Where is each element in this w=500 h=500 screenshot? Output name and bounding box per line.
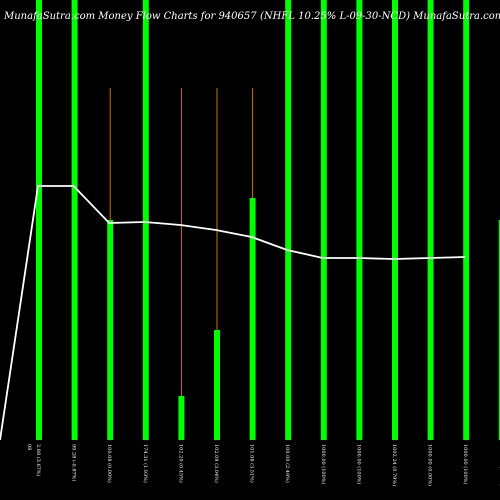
x-tick-label: 102.08 (3.04%): [213, 444, 220, 483]
x-tick-label: 100.00 (2.49%): [284, 444, 291, 483]
volume-bar: [178, 396, 185, 440]
x-tick-label: 1000.00 (100%): [355, 444, 362, 485]
price-line: [0, 185, 466, 441]
chart-title-left: MunafaSutra.com Money Flow Charts for 94…: [3, 11, 257, 22]
volume-bar: [36, 0, 42, 440]
x-tick-label: 1000.00 (100%): [320, 444, 327, 485]
ticks-layer: 08 2.88 (3.67%) 99.28 (-0.87%) 100.08 (0.00…: [26, 444, 500, 486]
x-tick-label: 1000.00 (100%): [462, 444, 469, 485]
bars-layer: [36, 0, 500, 440]
volume-bar: [498, 220, 500, 440]
volume-bar: [142, 0, 149, 440]
x-tick-label: 1002.24 (0.79%): [391, 444, 398, 486]
x-tick-label: 99.28 (-0.87%): [71, 444, 78, 481]
x-tick-label: 1000.00 (0.00%): [498, 444, 500, 486]
chart-title-right: (NHFL 10.25% L-09-30-NCD) MunafaSutra.co…: [260, 11, 500, 22]
volume-bar: [356, 0, 363, 440]
volume-bar: [71, 0, 78, 440]
line-layer: [0, 185, 466, 441]
volume-bar: [214, 330, 220, 440]
x-tick-label: 1000.00 (0.00%): [427, 444, 434, 486]
volume-bar: [249, 198, 256, 440]
x-tick-label: 101.08 (3.51%): [249, 444, 256, 483]
volume-bar: [392, 0, 398, 440]
volume-bar: [463, 0, 470, 440]
x-tick-label: 102.20 (0.45%): [177, 444, 184, 483]
x-tick-label: 2.88 (3.67%): [35, 444, 42, 477]
x-tick-label: 08: [26, 444, 32, 450]
volume-bar: [107, 220, 114, 440]
x-tick-label: 100.08 (0.00%): [106, 444, 113, 483]
volume-bar: [285, 0, 292, 440]
volume-bar: [427, 0, 434, 440]
x-tick-label: 174.31 (1.93%): [142, 444, 149, 483]
volume-bar: [320, 0, 327, 440]
